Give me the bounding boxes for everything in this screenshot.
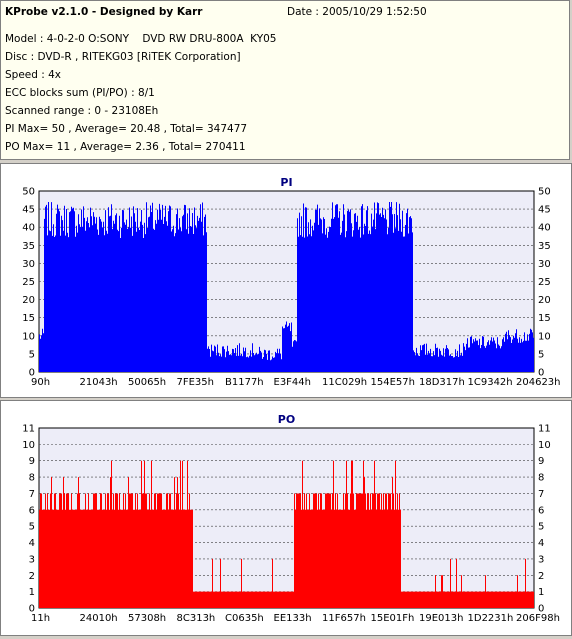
y-tick-label-right: 5 bbox=[538, 349, 544, 360]
x-tick-label: 24010h bbox=[80, 613, 118, 624]
y-tick-label-right: 10 bbox=[538, 440, 551, 451]
y-tick-label-right: 40 bbox=[538, 223, 551, 234]
y-tick-label-left: 8 bbox=[29, 473, 35, 484]
pi-chart: PI 0 0 5 5 10 10 15 15 20 20 25 25 30 30 35 35 40 40 45 45 50… bbox=[22, 176, 561, 388]
y-tick-label-right: 11 bbox=[538, 424, 551, 435]
x-tick-label: 19E013h bbox=[419, 613, 463, 624]
y-tick-label-right: 20 bbox=[538, 295, 551, 306]
y-tick-label-right: 5 bbox=[538, 522, 544, 533]
y-tick-label-left: 5 bbox=[29, 522, 35, 533]
y-tick-label-right: 3 bbox=[538, 554, 544, 565]
info-panel: KProbe v2.1.0 - Designed by Karr Date : … bbox=[0, 0, 570, 160]
y-tick-label-left: 10 bbox=[22, 331, 35, 342]
x-tick-label: 8C313h bbox=[177, 613, 216, 624]
y-tick-label-left: 1 bbox=[29, 587, 35, 598]
y-tick-label-right: 45 bbox=[538, 205, 551, 216]
y-tick-label-left: 30 bbox=[22, 259, 35, 270]
data-series bbox=[39, 460, 534, 608]
x-tick-label: 50065h bbox=[128, 377, 166, 388]
y-tick-label-right: 9 bbox=[538, 456, 544, 467]
y-tick-label-right: 0 bbox=[538, 368, 544, 379]
x-tick-label: 11h bbox=[31, 613, 50, 624]
y-tick-label-left: 7 bbox=[29, 489, 35, 500]
y-tick-label-right: 30 bbox=[538, 259, 551, 270]
po-stats-line: PO Max= 11 , Average= 2.36 , Total= 2704… bbox=[5, 141, 246, 153]
y-tick-label-left: 35 bbox=[22, 241, 35, 252]
y-tick-label-left: 3 bbox=[29, 554, 35, 565]
y-tick-label-left: 15 bbox=[22, 313, 35, 324]
y-tick-label-left: 45 bbox=[22, 205, 35, 216]
y-tick-label-right: 25 bbox=[538, 277, 551, 288]
y-tick-label-left: 20 bbox=[22, 295, 35, 306]
x-tick-label: EE133h bbox=[274, 613, 312, 624]
x-tick-label: 21043h bbox=[80, 377, 118, 388]
y-tick-label-right: 4 bbox=[538, 538, 544, 549]
y-tick-label-right: 35 bbox=[538, 241, 551, 252]
y-tick-label-right: 6 bbox=[538, 505, 544, 516]
x-tick-label: 154E57h bbox=[371, 377, 415, 388]
x-tick-label: 90h bbox=[31, 377, 50, 388]
x-tick-label: 11C029h bbox=[322, 377, 367, 388]
series-bars bbox=[39, 460, 534, 608]
y-tick-label-left: 40 bbox=[22, 223, 35, 234]
x-tick-label: 11F657h bbox=[322, 613, 366, 624]
x-tick-label: 57308h bbox=[128, 613, 166, 624]
x-tick-label: 206F98h bbox=[516, 613, 560, 624]
y-tick-label-right: 8 bbox=[538, 473, 544, 484]
y-tick-label-right: 7 bbox=[538, 489, 544, 500]
app-title: KProbe v2.1.0 - Designed by Karr bbox=[5, 6, 203, 18]
y-tick-label-left: 11 bbox=[22, 424, 35, 435]
y-tick-label-left: 0 bbox=[29, 604, 35, 615]
y-tick-label-right: 1 bbox=[538, 587, 544, 598]
chart-title: PI bbox=[280, 176, 292, 189]
pi-chart-panel: PI 0 0 5 5 10 10 15 15 20 20 25 25 30 30 35 35 40 40 45 45 50… bbox=[0, 163, 572, 398]
speed-line: Speed : 4x bbox=[5, 69, 62, 81]
y-tick-label-right: 50 bbox=[538, 187, 551, 198]
series-bars bbox=[39, 202, 534, 372]
x-tick-label: C0635h bbox=[225, 613, 264, 624]
y-tick-label-left: 4 bbox=[29, 538, 35, 549]
y-tick-label-left: 5 bbox=[29, 349, 35, 360]
ecc-line: ECC blocks sum (PI/PO) : 8/1 bbox=[5, 87, 155, 99]
chart-title: PO bbox=[278, 413, 295, 426]
scan-date: Date : 2005/10/29 1:52:50 bbox=[287, 6, 427, 18]
disc-line: Disc : DVD-R , RITEKG03 [RiTEK Corporati… bbox=[5, 51, 241, 63]
y-tick-label-right: 0 bbox=[538, 604, 544, 615]
y-tick-label-left: 25 bbox=[22, 277, 35, 288]
y-tick-label-left: 10 bbox=[22, 440, 35, 451]
po-chart-panel: PO 0 0 1 1 2 2 3 3 4 4 5 5 6 6 7 7 8 8 9 9 10 10 11 11 11h 24010h 5… bbox=[0, 400, 572, 636]
x-tick-label: B1177h bbox=[225, 377, 264, 388]
y-tick-label-right: 15 bbox=[538, 313, 551, 324]
y-tick-label-left: 9 bbox=[29, 456, 35, 467]
x-tick-label: 15E01Fh bbox=[371, 613, 415, 624]
y-tick-label-right: 10 bbox=[538, 331, 551, 342]
y-tick-label-left: 2 bbox=[29, 571, 35, 582]
y-tick-label-left: 50 bbox=[22, 187, 35, 198]
y-tick-label-right: 2 bbox=[538, 571, 544, 582]
x-tick-label: 18D317h bbox=[419, 377, 465, 388]
x-tick-label: 7FE35h bbox=[177, 377, 215, 388]
x-tick-label: 204623h bbox=[516, 377, 561, 388]
x-tick-label: E3F44h bbox=[274, 377, 312, 388]
y-tick-label-left: 0 bbox=[29, 368, 35, 379]
data-series bbox=[39, 202, 534, 372]
range-line: Scanned range : 0 - 23108Eh bbox=[5, 105, 159, 117]
x-tick-label: 1D2231h bbox=[468, 613, 514, 624]
x-tick-label: 1C9342h bbox=[468, 377, 513, 388]
pi-stats-line: PI Max= 50 , Average= 20.48 , Total= 347… bbox=[5, 123, 248, 135]
model-line: Model : 4-0-2-0 O:SONY DVD RW DRU-800A K… bbox=[5, 33, 277, 45]
y-tick-label-left: 6 bbox=[29, 505, 35, 516]
